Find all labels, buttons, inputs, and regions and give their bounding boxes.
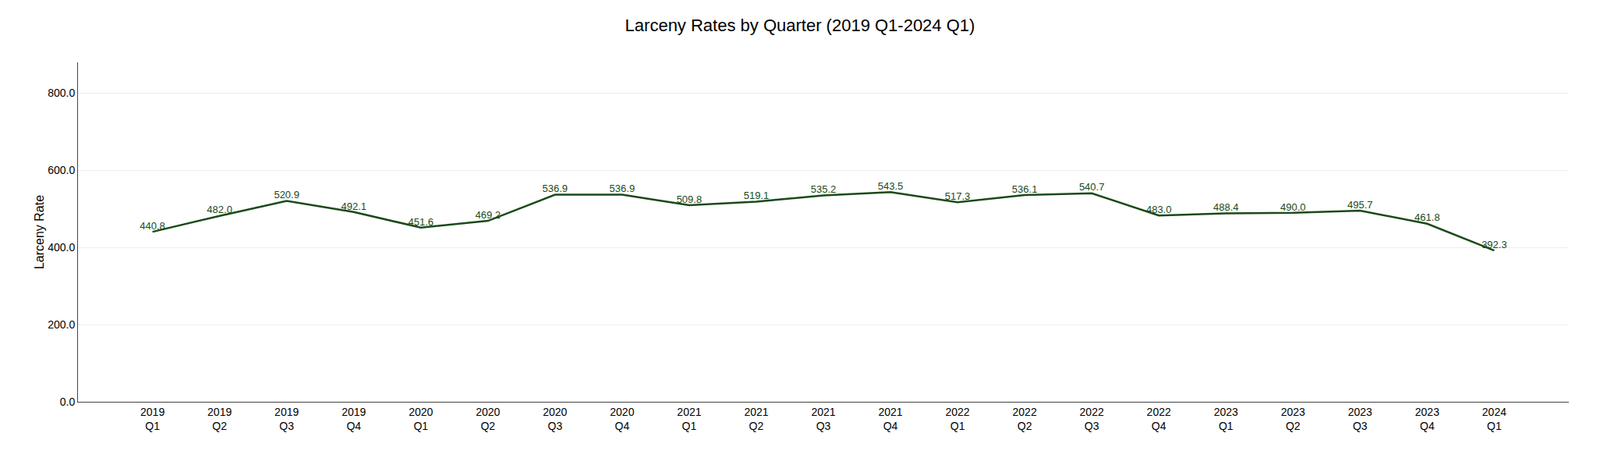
svg-text:Larceny Rate: Larceny Rate (32, 194, 47, 270)
svg-text:519.1: 519.1 (743, 189, 770, 202)
svg-text:2022Q2: 2022Q2 (1012, 405, 1038, 432)
svg-text:451.6: 451.6 (407, 215, 434, 228)
svg-text:2020Q2: 2020Q2 (475, 405, 500, 432)
svg-text:Larceny Rates by Quarter (2019: Larceny Rates by Quarter (2019 Q1-2024 Q… (625, 15, 976, 36)
svg-text:2024Q1: 2024Q1 (1482, 405, 1507, 432)
svg-text:2021Q2: 2021Q2 (743, 405, 769, 432)
svg-text:400.0: 400.0 (47, 240, 75, 254)
svg-text:2020Q1: 2020Q1 (408, 405, 433, 432)
svg-text:536.1: 536.1 (1012, 183, 1038, 195)
svg-text:440.8: 440.8 (139, 219, 166, 232)
svg-text:2022Q3: 2022Q3 (1079, 405, 1105, 432)
svg-text:490.0: 490.0 (1280, 201, 1307, 213)
svg-text:2021Q3: 2021Q3 (810, 405, 836, 432)
svg-text:482.0: 482.0 (206, 203, 233, 216)
svg-text:2023Q1: 2023Q1 (1214, 405, 1239, 432)
svg-text:469.2: 469.2 (475, 208, 502, 221)
svg-text:800.0: 800.0 (47, 86, 75, 100)
svg-text:543.5: 543.5 (877, 180, 904, 192)
svg-text:2022Q4: 2022Q4 (1146, 405, 1172, 432)
svg-text:540.7: 540.7 (1079, 180, 1105, 193)
svg-text:2019Q4: 2019Q4 (341, 405, 366, 432)
svg-text:520.9: 520.9 (273, 188, 300, 201)
svg-text:2019Q1: 2019Q1 (140, 405, 165, 432)
svg-text:2022Q1: 2022Q1 (945, 405, 970, 432)
svg-text:2023Q4: 2023Q4 (1415, 405, 1440, 432)
svg-text:517.3: 517.3 (945, 190, 971, 202)
svg-text:2023Q2: 2023Q2 (1281, 405, 1306, 432)
svg-text:536.9: 536.9 (542, 182, 569, 195)
svg-text:200.0: 200.0 (47, 318, 75, 331)
svg-text:2021Q4: 2021Q4 (877, 405, 903, 432)
svg-text:2019Q2: 2019Q2 (207, 405, 232, 432)
svg-text:536.9: 536.9 (609, 182, 636, 195)
svg-text:461.8: 461.8 (1414, 211, 1441, 224)
svg-text:2023Q3: 2023Q3 (1348, 405, 1373, 432)
svg-text:483.0: 483.0 (1146, 203, 1172, 216)
svg-text:535.2: 535.2 (810, 183, 837, 195)
svg-text:2019Q3: 2019Q3 (274, 405, 299, 432)
svg-text:2020Q3: 2020Q3 (542, 405, 567, 432)
svg-text:492.1: 492.1 (340, 200, 367, 213)
svg-text:600.0: 600.0 (47, 163, 75, 177)
svg-text:495.7: 495.7 (1347, 198, 1374, 211)
svg-text:2021Q1: 2021Q1 (676, 405, 701, 432)
svg-text:488.4: 488.4 (1213, 201, 1239, 213)
svg-text:0.0: 0.0 (60, 395, 76, 408)
svg-text:509.8: 509.8 (676, 193, 703, 206)
svg-text:2020Q4: 2020Q4 (609, 405, 634, 432)
svg-text:392.3: 392.3 (1481, 238, 1508, 251)
